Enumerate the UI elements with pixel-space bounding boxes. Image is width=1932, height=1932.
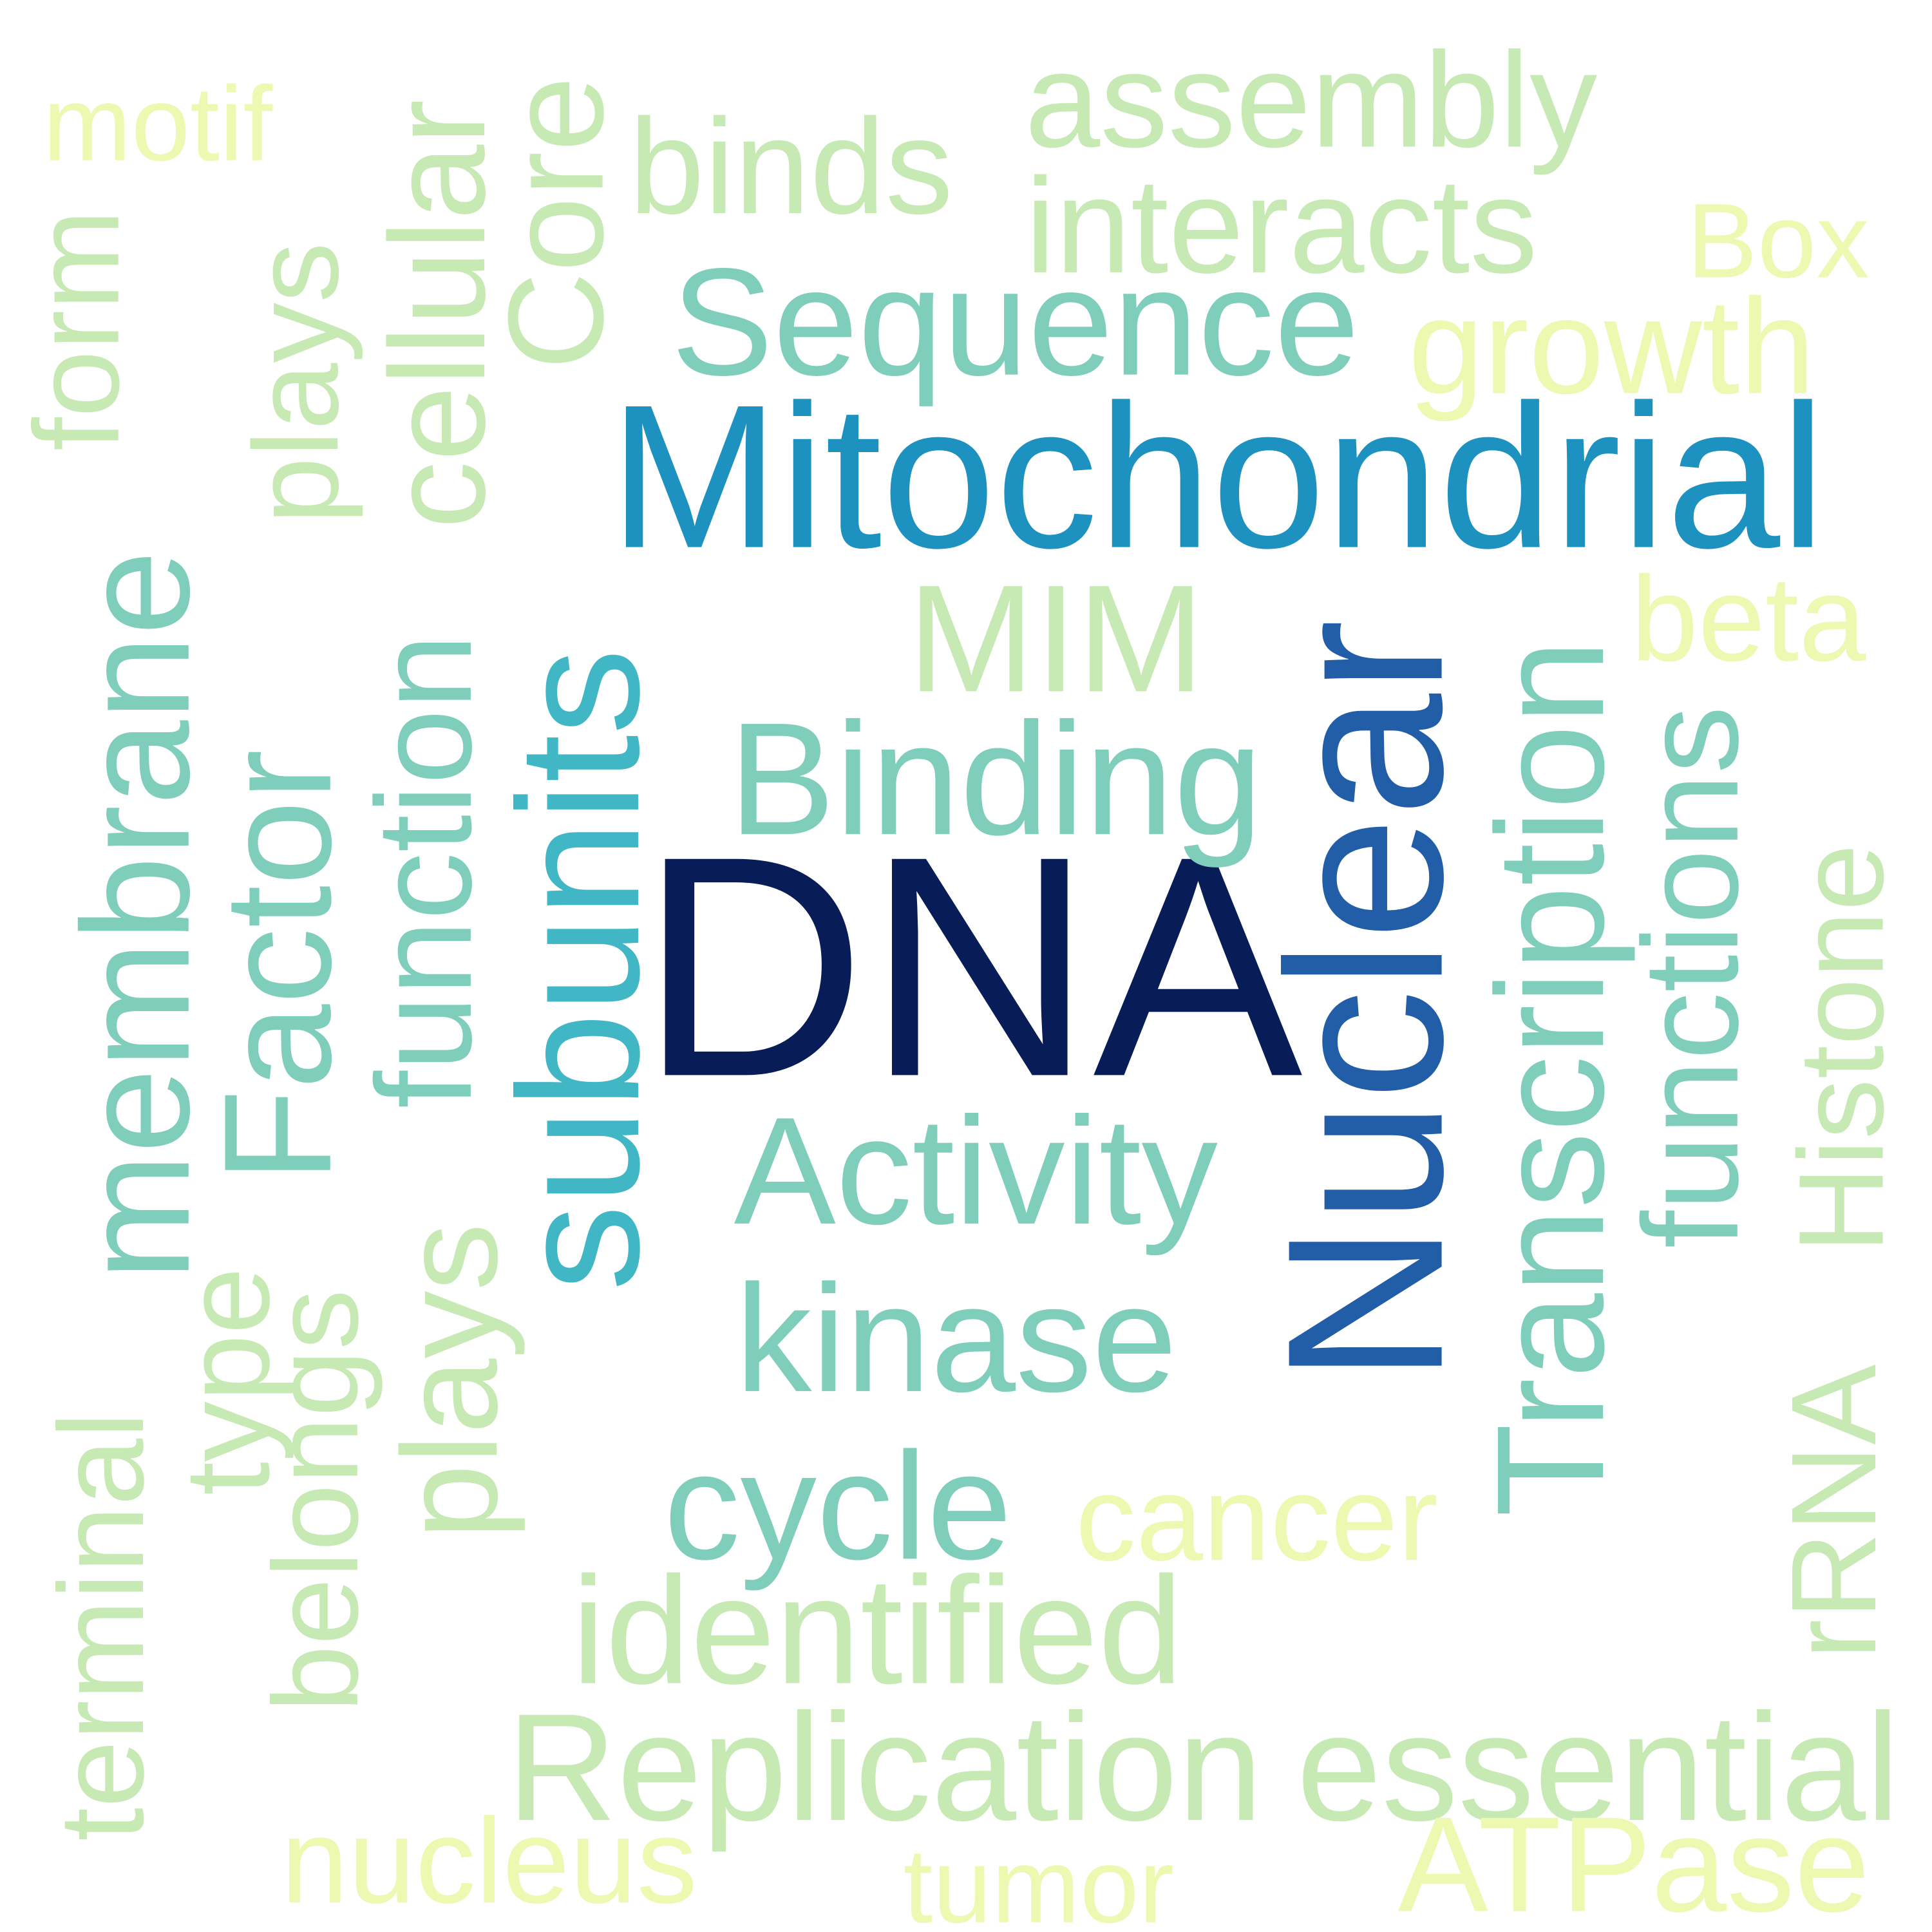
- word-plays-bottom: plays: [374, 1223, 526, 1540]
- word-type: type: [158, 1267, 295, 1496]
- word-kinase: kinase: [735, 1254, 1177, 1425]
- word-subunits: subunits: [482, 648, 676, 1291]
- word-interacts: interacts: [1025, 150, 1538, 302]
- word-transcription: Transcription: [1466, 639, 1636, 1517]
- word-form: form: [8, 209, 144, 451]
- word-replication: Replication: [506, 1683, 1263, 1853]
- word-function: function: [348, 634, 500, 1109]
- word-cellular: cellular: [362, 99, 514, 529]
- word-histone: Histone: [1773, 844, 1909, 1254]
- word-growth: growth: [1408, 270, 1815, 423]
- word-rrna: rRNA: [1765, 1364, 1902, 1660]
- word-activity: Activity: [734, 1086, 1218, 1257]
- word-plays-top: plays: [227, 242, 364, 524]
- word-membrane: membrane: [52, 550, 222, 1281]
- word-cycle: cycle: [663, 1421, 1012, 1592]
- word-box: Box: [1687, 182, 1870, 301]
- word-cancer: cancer: [1075, 1450, 1438, 1586]
- word-motif: motif: [43, 65, 273, 184]
- word-mitochondrial: Mitochondrial: [609, 363, 1826, 592]
- word-atpase: ATPase: [1397, 1789, 1870, 1932]
- word-binding: Binding: [728, 688, 1263, 869]
- word-tumor: tumor: [903, 1827, 1175, 1932]
- word-mim: MIM: [907, 554, 1205, 725]
- word-binds: binds: [629, 91, 953, 243]
- word-sequence: Sequence: [671, 238, 1359, 408]
- word-assembly: assembly: [1025, 24, 1598, 176]
- word-identified: identified: [571, 1546, 1184, 1717]
- word-factor: Factor: [193, 749, 364, 1183]
- word-terminal: terminal: [33, 1412, 169, 1842]
- word-functions: functions: [1615, 706, 1767, 1249]
- word-nuclear: Nuclear: [1242, 620, 1490, 1384]
- word-essential: essential: [1296, 1683, 1900, 1853]
- word-dna: DNA: [639, 791, 1303, 1143]
- word-beta: beta: [1631, 551, 1866, 687]
- word-nucleus: nucleus: [281, 1792, 697, 1929]
